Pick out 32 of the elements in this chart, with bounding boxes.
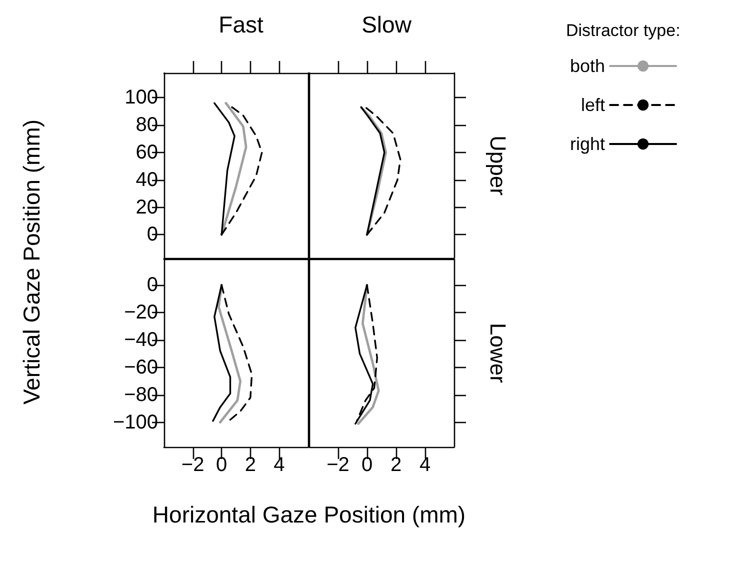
x-tick-label: 4 bbox=[419, 454, 431, 476]
x-axis-title: Horizontal Gaze Position (mm) bbox=[152, 502, 466, 528]
y-tick-label: 0 bbox=[146, 274, 158, 296]
y-tick-label: −80 bbox=[124, 384, 158, 406]
chart-title: Slow bbox=[362, 12, 412, 38]
y-tick-label: 20 bbox=[136, 196, 158, 218]
chart-title: Fast bbox=[218, 12, 264, 38]
x-tick-label: 2 bbox=[390, 454, 402, 476]
x-tick-label: 0 bbox=[216, 454, 228, 476]
y-tick-label: 100 bbox=[124, 86, 158, 109]
legend-label: both bbox=[570, 56, 606, 76]
x-tick-label: −2 bbox=[326, 454, 350, 476]
y-tick-label: 0 bbox=[146, 224, 158, 246]
y-axis-title: Vertical Gaze Position (mm) bbox=[18, 119, 46, 405]
y-tick-label: −60 bbox=[124, 356, 158, 378]
x-tick-label: −2 bbox=[181, 454, 204, 476]
x-tick-label: 2 bbox=[244, 454, 256, 476]
y-tick-label: −20 bbox=[124, 302, 158, 324]
y-tick-label: −100 bbox=[112, 411, 158, 434]
text: Upper bbox=[486, 136, 510, 196]
legend-label: left bbox=[581, 95, 606, 115]
x-tick-label: 0 bbox=[361, 454, 373, 476]
legend-title: Distractor type: bbox=[566, 21, 680, 40]
line-series bbox=[220, 102, 248, 236]
y-tick-label: 80 bbox=[136, 114, 158, 136]
y-tick-label: 60 bbox=[136, 141, 158, 164]
text: Lower bbox=[486, 323, 510, 383]
line-series bbox=[218, 284, 242, 424]
y-tick-label: −40 bbox=[124, 328, 158, 351]
y-tick-label: 40 bbox=[136, 168, 158, 191]
legend-label: right bbox=[570, 134, 606, 154]
x-tick-label: 4 bbox=[274, 454, 285, 476]
